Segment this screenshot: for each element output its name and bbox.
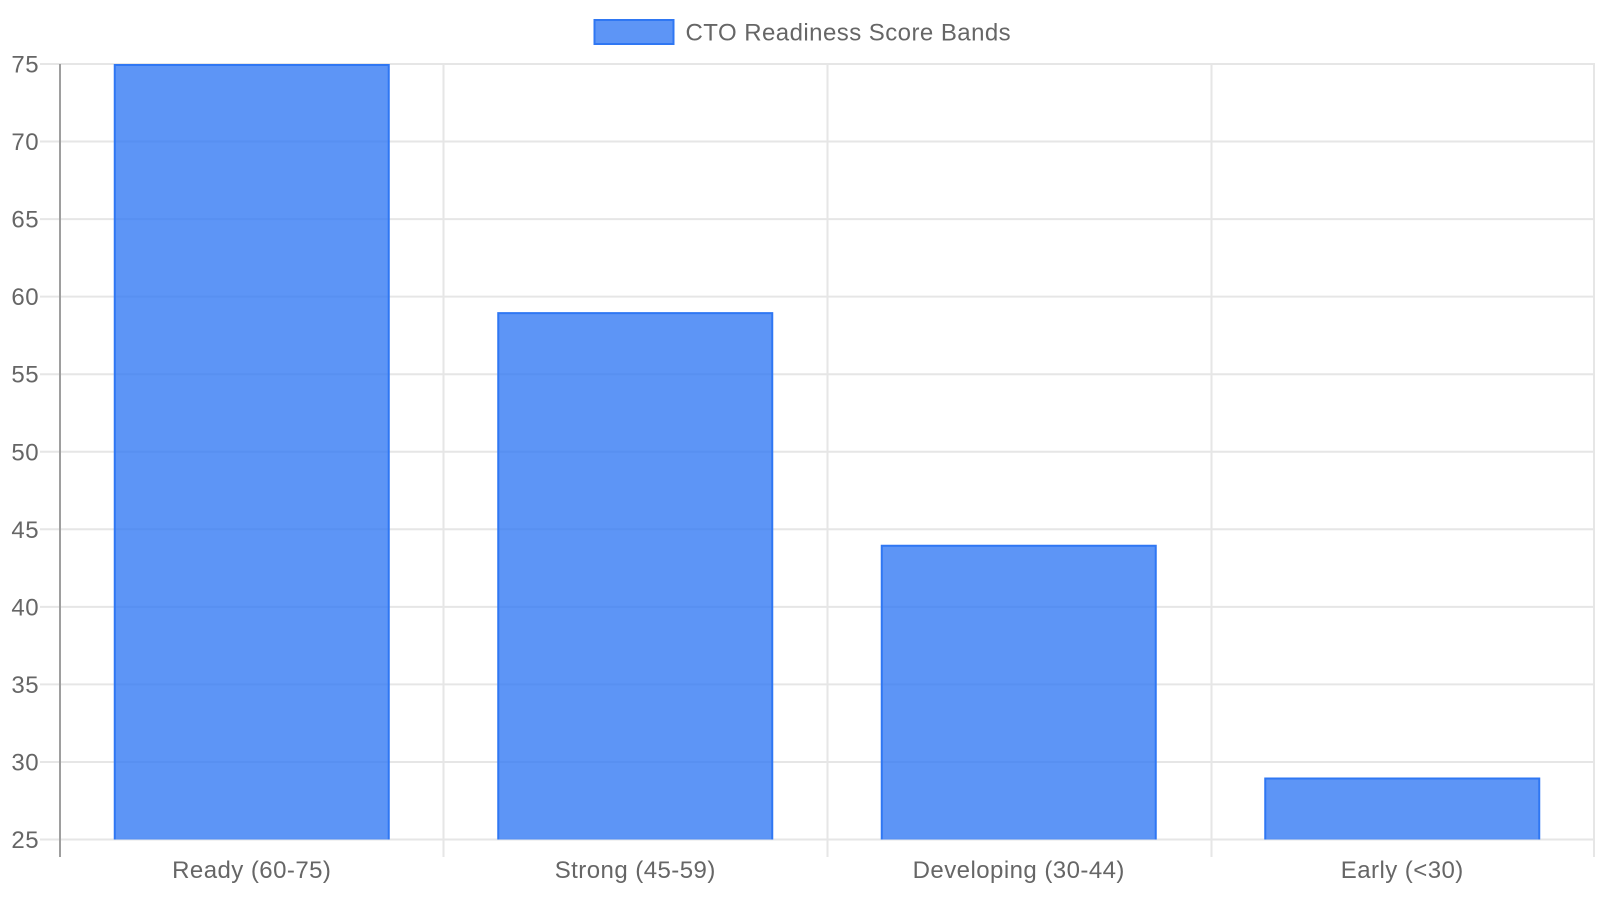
- svg-text:CTO Readiness Score Bands: CTO Readiness Score Bands: [686, 20, 1012, 47]
- svg-text:Strong (45-59): Strong (45-59): [555, 857, 716, 884]
- svg-text:55: 55: [11, 362, 39, 389]
- svg-text:Early (<30): Early (<30): [1341, 857, 1464, 884]
- svg-text:60: 60: [11, 284, 39, 311]
- svg-text:45: 45: [11, 517, 39, 544]
- svg-text:30: 30: [11, 749, 39, 776]
- svg-text:65: 65: [11, 207, 39, 234]
- svg-text:35: 35: [11, 672, 39, 699]
- svg-text:Ready (60-75): Ready (60-75): [172, 857, 331, 884]
- svg-text:Developing (30-44): Developing (30-44): [913, 857, 1125, 884]
- svg-text:75: 75: [11, 52, 39, 79]
- svg-text:70: 70: [11, 129, 39, 156]
- svg-text:25: 25: [11, 827, 39, 854]
- svg-text:50: 50: [11, 439, 39, 466]
- svg-text:40: 40: [11, 594, 39, 621]
